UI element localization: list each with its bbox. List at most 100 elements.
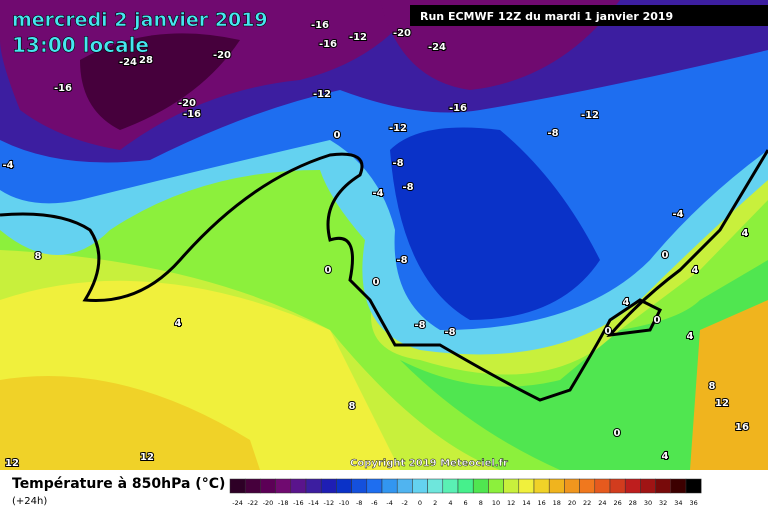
contour-label: 4 [687, 331, 694, 342]
contour-label: 4 [175, 318, 182, 329]
contour-label: -16 [311, 20, 329, 31]
contour-label: -8 [402, 182, 413, 193]
contour-label: -12 [349, 32, 367, 43]
date-title: mercredi 2 janvier 2019 [12, 9, 268, 31]
scale-swatch [260, 478, 276, 494]
scale-swatch [305, 478, 322, 494]
scale-label: 30 [644, 499, 652, 507]
contour-label: 0 [654, 315, 661, 326]
scale-swatch [640, 478, 656, 494]
scale-label: 20 [568, 499, 576, 507]
scale-swatch [427, 478, 444, 494]
contour-label: -4 [2, 160, 13, 171]
scale-swatch [229, 478, 246, 494]
contour-label: -16 [319, 39, 337, 50]
contour-label: 8 [35, 251, 42, 262]
scale-label: -8 [356, 499, 362, 507]
contour-label: 4 [662, 451, 669, 462]
contour-label: -16 [449, 103, 467, 114]
lead-label: (+24h) [12, 496, 47, 507]
scale-swatch [472, 478, 489, 494]
contour-label: -4 [372, 188, 383, 199]
scale-swatch [442, 478, 459, 494]
contour-label: 16 [735, 422, 749, 433]
scale-label: -18 [278, 499, 289, 507]
copyright: Copyright 2019 Meteociel.fr [350, 458, 508, 469]
scale-swatch [579, 478, 596, 494]
scale-label: -22 [247, 499, 258, 507]
contour-label: 0 [605, 326, 612, 337]
contour-label: 0 [325, 265, 332, 276]
contour-label: -20 [213, 50, 231, 61]
time-title: 13:00 locale [12, 33, 149, 57]
variable-label: Température à 850hPa (°C) [12, 476, 225, 492]
scale-swatch [670, 478, 687, 494]
contour-label: 0 [662, 250, 669, 261]
scale-label: 12 [507, 499, 515, 507]
scale-swatch [503, 478, 520, 494]
scale-label: -10 [339, 499, 350, 507]
run-box [410, 5, 768, 26]
scale-label: 0 [418, 499, 422, 507]
scale-swatch [457, 478, 474, 494]
scale-swatch [548, 478, 565, 494]
contour-label: 12 [715, 398, 729, 409]
scale-swatch [381, 478, 398, 494]
scale-label: -16 [293, 499, 304, 507]
scale-swatch [609, 478, 626, 494]
scale-label: -12 [323, 499, 334, 507]
scale-swatch [488, 478, 504, 494]
scale-swatch [336, 478, 352, 494]
contour-label: 8 [349, 401, 356, 412]
scale-label: 32 [659, 499, 667, 507]
scale-swatch [275, 478, 292, 494]
contour-label: -12 [581, 110, 599, 121]
contour-label: -8 [396, 255, 407, 266]
scale-label: 4 [448, 499, 452, 507]
contour-label: -24 [428, 42, 446, 53]
color-scale: -24 -22 -20 -18 -16 -14 -12 -10 -8 -6 -4 -2 0 2 4 6 8 10 1… [229, 478, 702, 507]
run-info: Run ECMWF 12Z du mardi 1 janvier 2019 [420, 10, 673, 23]
contour-label: -8 [414, 320, 425, 331]
scale-label: 18 [553, 499, 561, 507]
contour-label: 4 [692, 265, 699, 276]
contour-label: -20 [178, 98, 196, 109]
contour-label: 8 [709, 381, 716, 392]
scale-swatch [320, 478, 337, 494]
contour-label: 4 [623, 297, 630, 308]
contour-label: -12 [313, 89, 331, 100]
scale-label: 22 [583, 499, 591, 507]
scale-label: 8 [479, 499, 483, 507]
scale-label: 34 [674, 499, 682, 507]
contour-label: 4 [742, 228, 749, 239]
contour-label: -8 [547, 128, 558, 139]
contour-label: 0 [334, 130, 341, 141]
zero-isotherm [0, 149, 768, 402]
contour-label: -16 [54, 83, 72, 94]
scale-swatch [564, 478, 580, 494]
contour-label: 28 [139, 55, 153, 66]
scale-label: 36 [689, 499, 697, 507]
contour-label: -8 [444, 327, 455, 338]
scale-swatch [290, 478, 307, 494]
contour-label: -16 [183, 109, 201, 120]
contour-label: -8 [392, 158, 403, 169]
scale-label: -2 [402, 499, 408, 507]
scale-swatch [655, 478, 672, 494]
scale-swatch [244, 478, 261, 494]
scale-label: 2 [433, 499, 437, 507]
scale-label: 24 [598, 499, 606, 507]
scale-label: -14 [308, 499, 319, 507]
scale-label: -4 [386, 499, 392, 507]
contour-label: -24 [119, 57, 137, 68]
scale-swatch [624, 478, 641, 494]
contour-label: 0 [373, 277, 380, 288]
scale-label: 10 [492, 499, 500, 507]
scale-swatch [518, 478, 535, 494]
scale-label: 16 [537, 499, 545, 507]
contour-labels: -16-16-12 -20-24-20-24 28-16-20-16-12-16-1… [1, 19, 750, 470]
scale-label: -24 [232, 499, 243, 507]
contour-label: 0 [614, 428, 621, 439]
scale-swatch [396, 478, 413, 494]
